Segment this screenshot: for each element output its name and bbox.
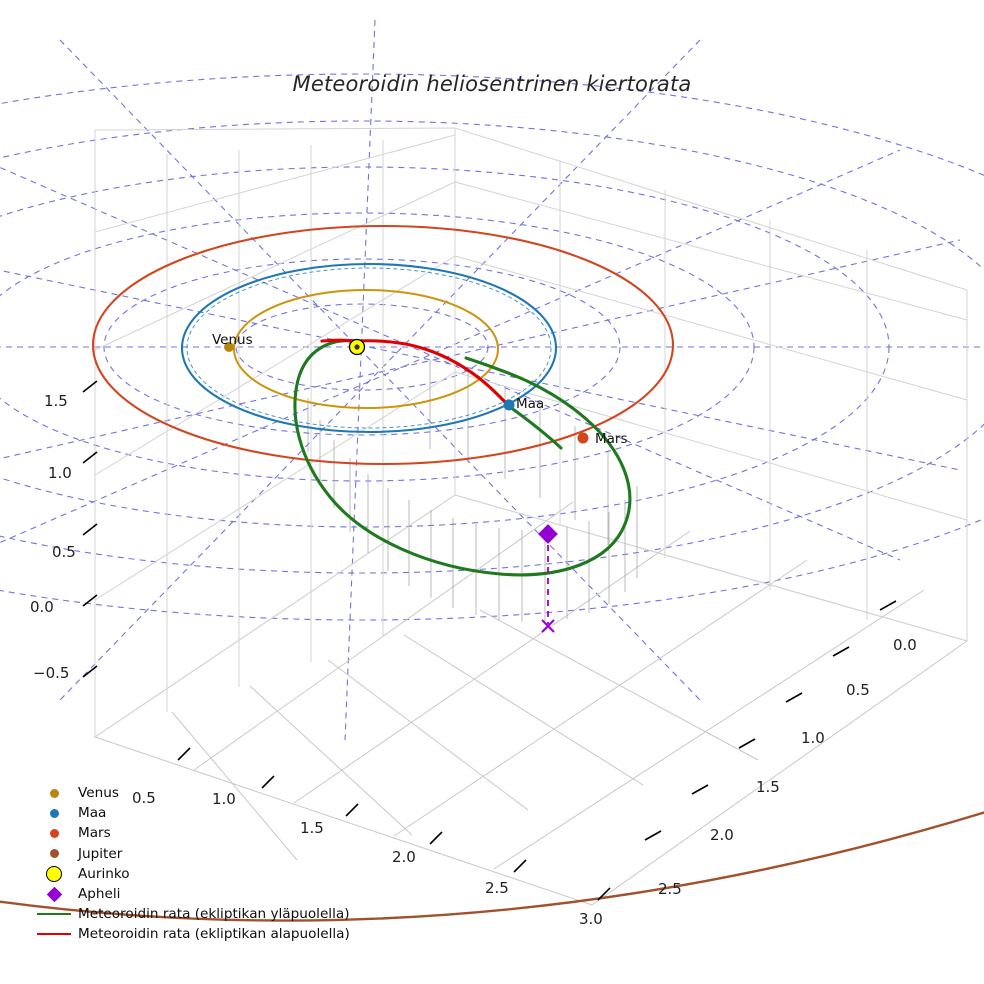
legend: Venus Maa Mars Jupiter Aurinko Apheli Meteoroi…	[30, 783, 350, 945]
legend-item-label: Aurinko	[78, 865, 130, 882]
legend-venus[interactable]: Venus	[30, 783, 350, 803]
orbit-mars	[91, 224, 675, 466]
legend-maa[interactable]: Maa	[30, 803, 350, 823]
planet-dot-icon	[49, 788, 59, 798]
marker-apheli[interactable]	[538, 524, 558, 544]
legend-item-label: Venus	[78, 785, 119, 802]
orbit-venus	[233, 289, 499, 409]
marker-maa[interactable]	[503, 399, 515, 411]
legend-mars[interactable]: Mars	[30, 823, 350, 843]
meteoroid-orbit-below-ecliptic	[354, 339, 512, 409]
sun-circle-icon	[46, 865, 62, 882]
line-swatch-icon	[37, 913, 71, 916]
marker-venus[interactable]	[224, 342, 234, 352]
legend-item-label: Maa	[78, 805, 107, 822]
orbit-jupiter	[0, 811, 984, 922]
marker-mars[interactable]	[577, 432, 589, 444]
legend-orbit-above[interactable]: Meteoroidin rata (ekliptikan yläpuolella…	[30, 904, 350, 924]
meteoroid-orbit-above-ecliptic	[293, 339, 632, 577]
legend-item-label: Mars	[78, 825, 111, 842]
apheli-ecliptic-cross-icon	[541, 619, 555, 633]
planet-dot-icon	[49, 828, 59, 838]
legend-item-label: Meteoroidin rata (ekliptikan alapuolella…	[78, 926, 350, 943]
planet-dot-icon	[49, 849, 59, 859]
legend-jupiter[interactable]: Jupiter	[30, 844, 350, 864]
planet-dot-icon	[49, 808, 59, 818]
legend-apheli[interactable]: Apheli	[30, 884, 350, 904]
aphelion-diamond-icon	[46, 886, 62, 902]
legend-item-label: Jupiter	[78, 845, 123, 862]
legend-item-label: Apheli	[78, 886, 121, 903]
meteoroid-orbit-above-stub	[508, 405, 563, 450]
legend-orbit-below[interactable]: Meteoroidin rata (ekliptikan alapuolella…	[30, 924, 350, 944]
marker-aurinko[interactable]	[348, 338, 366, 356]
orbit-maa	[180, 262, 558, 434]
legend-item-label: Meteoroidin rata (ekliptikan yläpuolella…	[78, 906, 350, 923]
orbit-maa-dashed	[186, 267, 552, 429]
line-swatch-icon	[37, 933, 71, 936]
legend-aurinko[interactable]: Aurinko	[30, 864, 350, 884]
